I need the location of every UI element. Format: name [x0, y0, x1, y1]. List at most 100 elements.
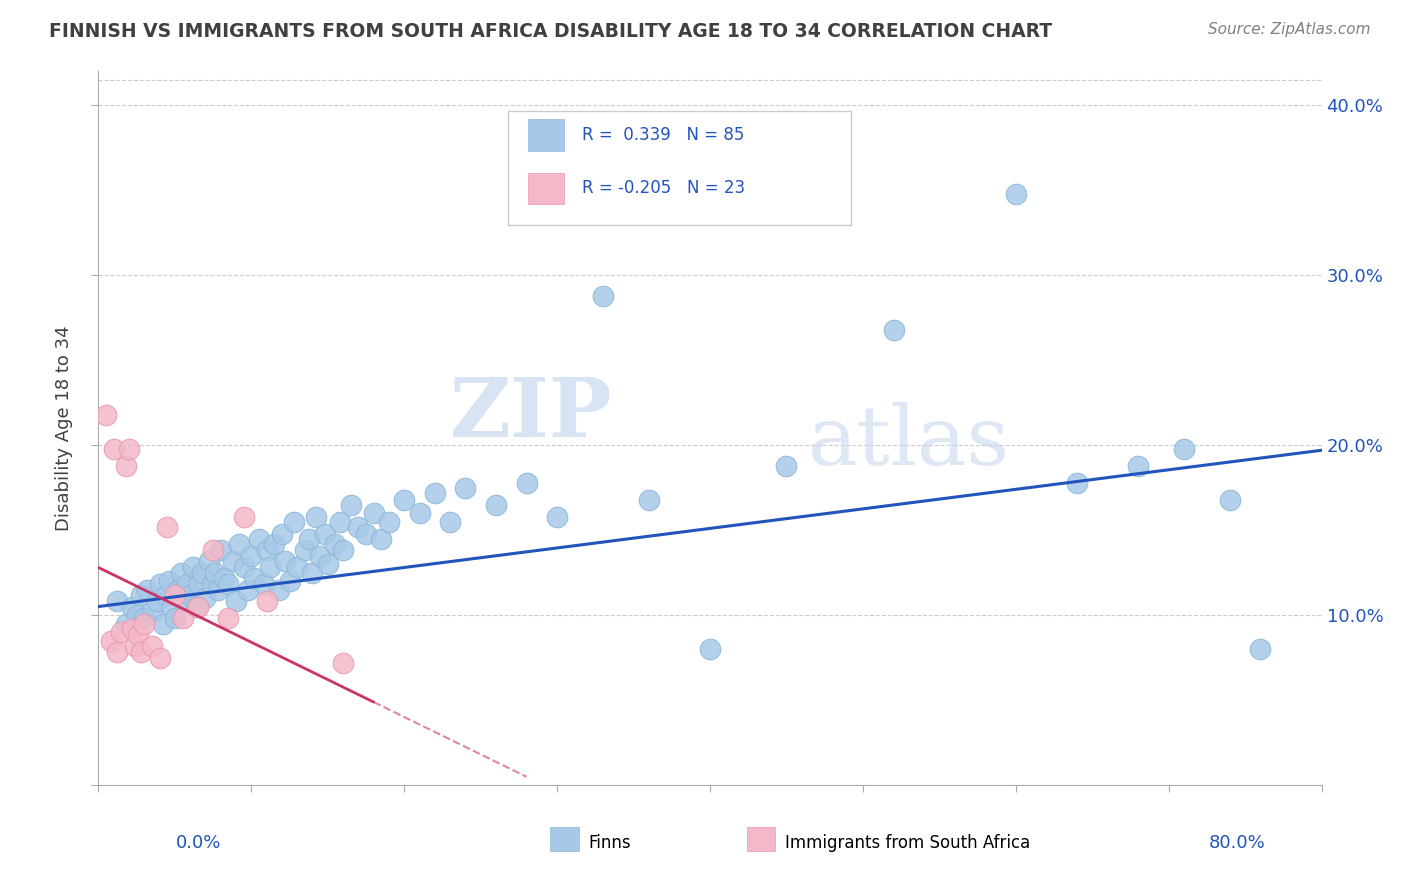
- Point: [141, 605, 163, 619]
- Point: [129, 588, 152, 602]
- Point: [209, 543, 232, 558]
- Point: [187, 599, 209, 614]
- Point: [423, 485, 446, 500]
- Point: [225, 594, 247, 608]
- Point: [118, 442, 141, 456]
- Point: [363, 506, 385, 520]
- Point: [256, 594, 278, 608]
- Point: [149, 577, 172, 591]
- Point: [149, 650, 172, 665]
- Point: [309, 549, 332, 563]
- Point: [181, 560, 204, 574]
- Point: [124, 639, 146, 653]
- Point: [125, 608, 148, 623]
- Point: [332, 543, 354, 558]
- Point: [197, 554, 219, 568]
- Point: [439, 515, 461, 529]
- Point: [134, 616, 156, 631]
- Point: [136, 582, 159, 597]
- Point: [316, 557, 339, 571]
- Point: [200, 577, 222, 591]
- Point: [194, 591, 217, 605]
- Point: [285, 560, 308, 574]
- Point: [121, 622, 143, 636]
- Point: [304, 509, 326, 524]
- Point: [454, 481, 477, 495]
- Point: [172, 611, 194, 625]
- Point: [152, 616, 174, 631]
- FancyBboxPatch shape: [508, 111, 851, 225]
- Point: [155, 588, 177, 602]
- Point: [129, 645, 152, 659]
- FancyBboxPatch shape: [527, 120, 564, 151]
- Point: [176, 577, 198, 591]
- Point: [217, 577, 239, 591]
- Text: Finns: Finns: [588, 834, 631, 852]
- Point: [637, 492, 661, 507]
- Point: [232, 560, 254, 574]
- Point: [163, 611, 186, 625]
- Point: [329, 515, 352, 529]
- Point: [294, 543, 316, 558]
- Point: [188, 577, 211, 591]
- Point: [1219, 492, 1241, 507]
- Point: [160, 599, 183, 614]
- Point: [173, 594, 195, 608]
- Point: [115, 616, 138, 631]
- Point: [354, 526, 377, 541]
- Y-axis label: Disability Age 18 to 34: Disability Age 18 to 34: [55, 326, 73, 531]
- Point: [252, 577, 274, 591]
- Point: [217, 611, 239, 625]
- Point: [186, 599, 208, 614]
- Point: [314, 526, 336, 541]
- Text: R =  0.339   N = 85: R = 0.339 N = 85: [582, 126, 744, 144]
- Point: [100, 633, 122, 648]
- Point: [163, 588, 186, 602]
- Point: [378, 515, 401, 529]
- Point: [370, 532, 392, 546]
- Text: 80.0%: 80.0%: [1209, 834, 1265, 852]
- Point: [121, 599, 143, 614]
- Point: [170, 566, 193, 580]
- Text: Source: ZipAtlas.com: Source: ZipAtlas.com: [1208, 22, 1371, 37]
- FancyBboxPatch shape: [527, 173, 564, 204]
- Point: [485, 498, 508, 512]
- Point: [775, 458, 797, 473]
- Point: [247, 532, 270, 546]
- Point: [243, 571, 266, 585]
- Point: [240, 549, 263, 563]
- Point: [332, 656, 354, 670]
- Point: [256, 543, 278, 558]
- Point: [105, 645, 128, 659]
- Point: [238, 582, 260, 597]
- Point: [1128, 458, 1150, 473]
- Point: [191, 566, 214, 580]
- Point: [1004, 186, 1026, 201]
- Point: [339, 498, 361, 512]
- Text: atlas: atlas: [808, 402, 1010, 483]
- Point: [105, 594, 128, 608]
- Point: [103, 442, 125, 456]
- Point: [145, 594, 167, 608]
- Point: [222, 554, 245, 568]
- Point: [546, 509, 568, 524]
- Text: 0.0%: 0.0%: [176, 834, 221, 852]
- Point: [592, 288, 614, 302]
- Point: [270, 526, 292, 541]
- Point: [267, 582, 290, 597]
- Text: FINNISH VS IMMIGRANTS FROM SOUTH AFRICA DISABILITY AGE 18 TO 34 CORRELATION CHAR: FINNISH VS IMMIGRANTS FROM SOUTH AFRICA …: [49, 22, 1052, 41]
- Point: [156, 519, 179, 533]
- Point: [212, 571, 235, 585]
- Point: [157, 574, 180, 588]
- Point: [274, 554, 297, 568]
- Point: [408, 506, 430, 520]
- Point: [115, 458, 138, 473]
- Text: R = -0.205   N = 23: R = -0.205 N = 23: [582, 179, 745, 197]
- Point: [228, 537, 250, 551]
- Point: [127, 628, 149, 642]
- Point: [94, 408, 117, 422]
- Point: [134, 611, 156, 625]
- Point: [1249, 642, 1271, 657]
- Point: [699, 642, 721, 657]
- Point: [283, 515, 305, 529]
